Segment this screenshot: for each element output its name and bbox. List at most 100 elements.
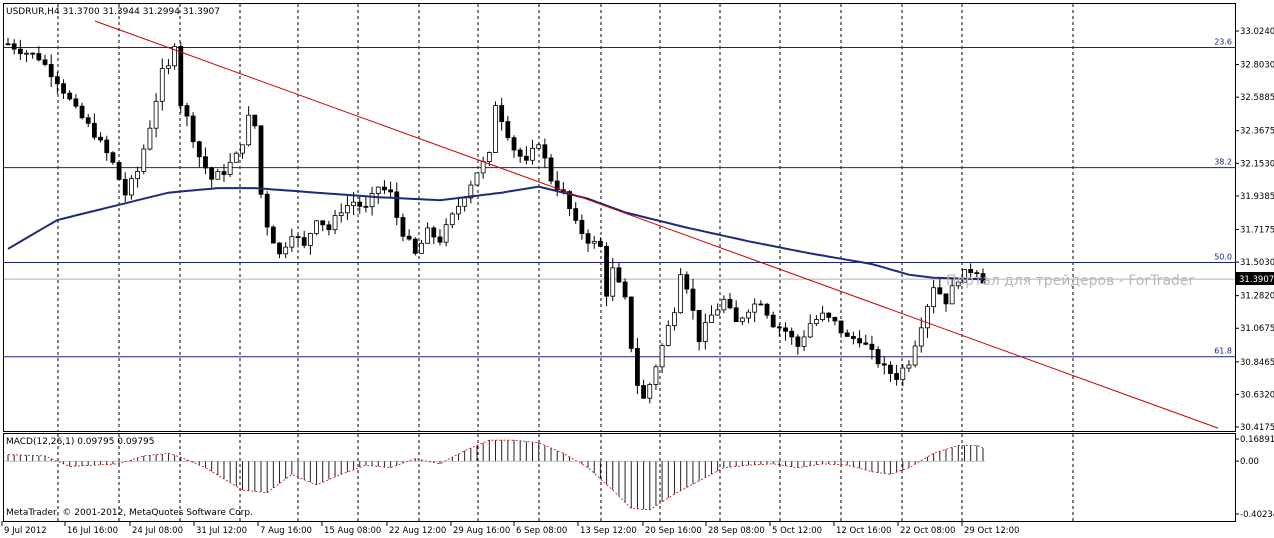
candle-body — [449, 213, 455, 226]
candle-body — [530, 147, 535, 161]
price-tick-label: 31.0675 — [1240, 324, 1274, 334]
candle-body — [320, 220, 326, 226]
fibo-level-label: 61.8 — [1214, 347, 1232, 356]
candle-body — [227, 161, 233, 175]
candle-body — [752, 303, 758, 313]
candle-body — [48, 64, 54, 78]
candle-body — [807, 323, 813, 338]
candle-body — [499, 105, 505, 123]
macd-axis: 0.16891 0.00 -0.40234 — [1235, 435, 1274, 520]
price-tick-label: 31.2820 — [1240, 292, 1274, 302]
candle-body — [517, 149, 523, 157]
candle-body — [573, 208, 579, 221]
candle-body — [598, 240, 603, 247]
candle-body — [129, 178, 134, 196]
candle-body — [493, 105, 498, 153]
candle-body — [91, 122, 97, 138]
candle-body — [406, 235, 412, 240]
candle-body — [949, 285, 955, 305]
candle-body — [307, 233, 313, 246]
time-tick-label: 12 Oct 16:00 — [836, 526, 891, 536]
candle-body — [955, 281, 961, 287]
current-price-tag: 31.3907 — [1236, 272, 1274, 285]
candle-body — [382, 186, 387, 191]
candle-body — [270, 226, 276, 244]
time-tick-label: 24 Jul 08:00 — [132, 526, 183, 536]
candle-body — [135, 171, 140, 180]
candle-body — [511, 137, 517, 151]
fibo-level-label: 38.2 — [1214, 158, 1232, 167]
candle-body — [289, 236, 295, 248]
candle-body — [375, 186, 381, 194]
candle-body — [98, 136, 103, 141]
candle-body — [820, 312, 825, 320]
candle-body — [918, 327, 924, 347]
candle-body — [554, 180, 560, 191]
candle-body — [832, 317, 838, 322]
price-tick-label: 31.5030 — [1240, 258, 1274, 268]
candle-body — [974, 272, 980, 275]
candle-body — [715, 309, 721, 316]
moving-average-line[interactable] — [7, 185, 984, 281]
candle-body — [783, 327, 788, 332]
candle-body — [301, 237, 307, 246]
price-tick-label: 32.3675 — [1240, 127, 1274, 137]
candle-body — [264, 193, 270, 228]
candle-body — [925, 306, 930, 329]
candle-body — [869, 343, 875, 350]
time-tick-label: 22 Aug 12:00 — [389, 526, 446, 536]
candle-body — [900, 367, 906, 380]
candle-body — [628, 296, 634, 349]
candle-body — [468, 184, 474, 199]
candle-body — [579, 219, 585, 235]
candle-body — [647, 384, 653, 399]
candle-body — [166, 65, 171, 69]
macd-pane-frame — [3, 433, 1236, 522]
candle-body — [801, 336, 807, 347]
price-tick-label: 32.1530 — [1240, 159, 1274, 169]
candle-body — [912, 345, 918, 366]
candle-body — [746, 311, 751, 319]
candle-body — [85, 117, 91, 124]
price-tick-label: 30.6320 — [1240, 390, 1274, 400]
candle-body — [190, 115, 196, 143]
candle-body — [567, 191, 572, 209]
candle-body — [739, 317, 745, 323]
candle-body — [635, 348, 640, 386]
time-tick-label: 9 Jul 2012 — [4, 526, 47, 536]
candle-body — [141, 148, 147, 172]
macd-histogram — [7, 439, 984, 511]
candle-body — [283, 246, 289, 255]
candle-body — [369, 193, 375, 208]
candle-body — [104, 139, 110, 154]
current-price-label: 31.3907 — [1239, 275, 1274, 285]
time-tick-label: 29 Aug 16:00 — [453, 526, 510, 536]
time-tick-label: 7 Aug 16:00 — [260, 526, 312, 536]
fibo-levels[interactable]: 23.6 38.2 50.0 61.8 — [4, 38, 1235, 358]
candle-body — [332, 215, 338, 231]
candle-body — [641, 385, 647, 399]
time-tick-label: 13 Sep 12:00 — [580, 526, 637, 536]
main-pane-frame — [3, 3, 1236, 432]
time-tick-label: 6 Sep 08:00 — [516, 526, 567, 536]
candle-body — [431, 227, 437, 238]
candle-body — [523, 155, 529, 161]
candle-body — [888, 364, 893, 374]
candle-body — [548, 157, 554, 182]
candle-body — [79, 105, 85, 119]
time-tick-label: 31 Jul 12:00 — [196, 526, 247, 536]
candle-body — [721, 298, 727, 311]
trendline[interactable] — [94, 20, 1219, 429]
candle-body — [172, 46, 178, 67]
price-tick-label: 32.8030 — [1240, 61, 1274, 71]
candle-body — [425, 227, 431, 244]
candle-body — [61, 83, 66, 94]
copyright-label: MetaTrader, © 2001-2012, MetaQuotes Soft… — [6, 508, 253, 518]
candle-body — [665, 325, 671, 346]
candle-body — [314, 220, 319, 234]
candle-body — [233, 152, 239, 163]
candle-body — [591, 240, 597, 244]
candle-body — [709, 314, 714, 323]
